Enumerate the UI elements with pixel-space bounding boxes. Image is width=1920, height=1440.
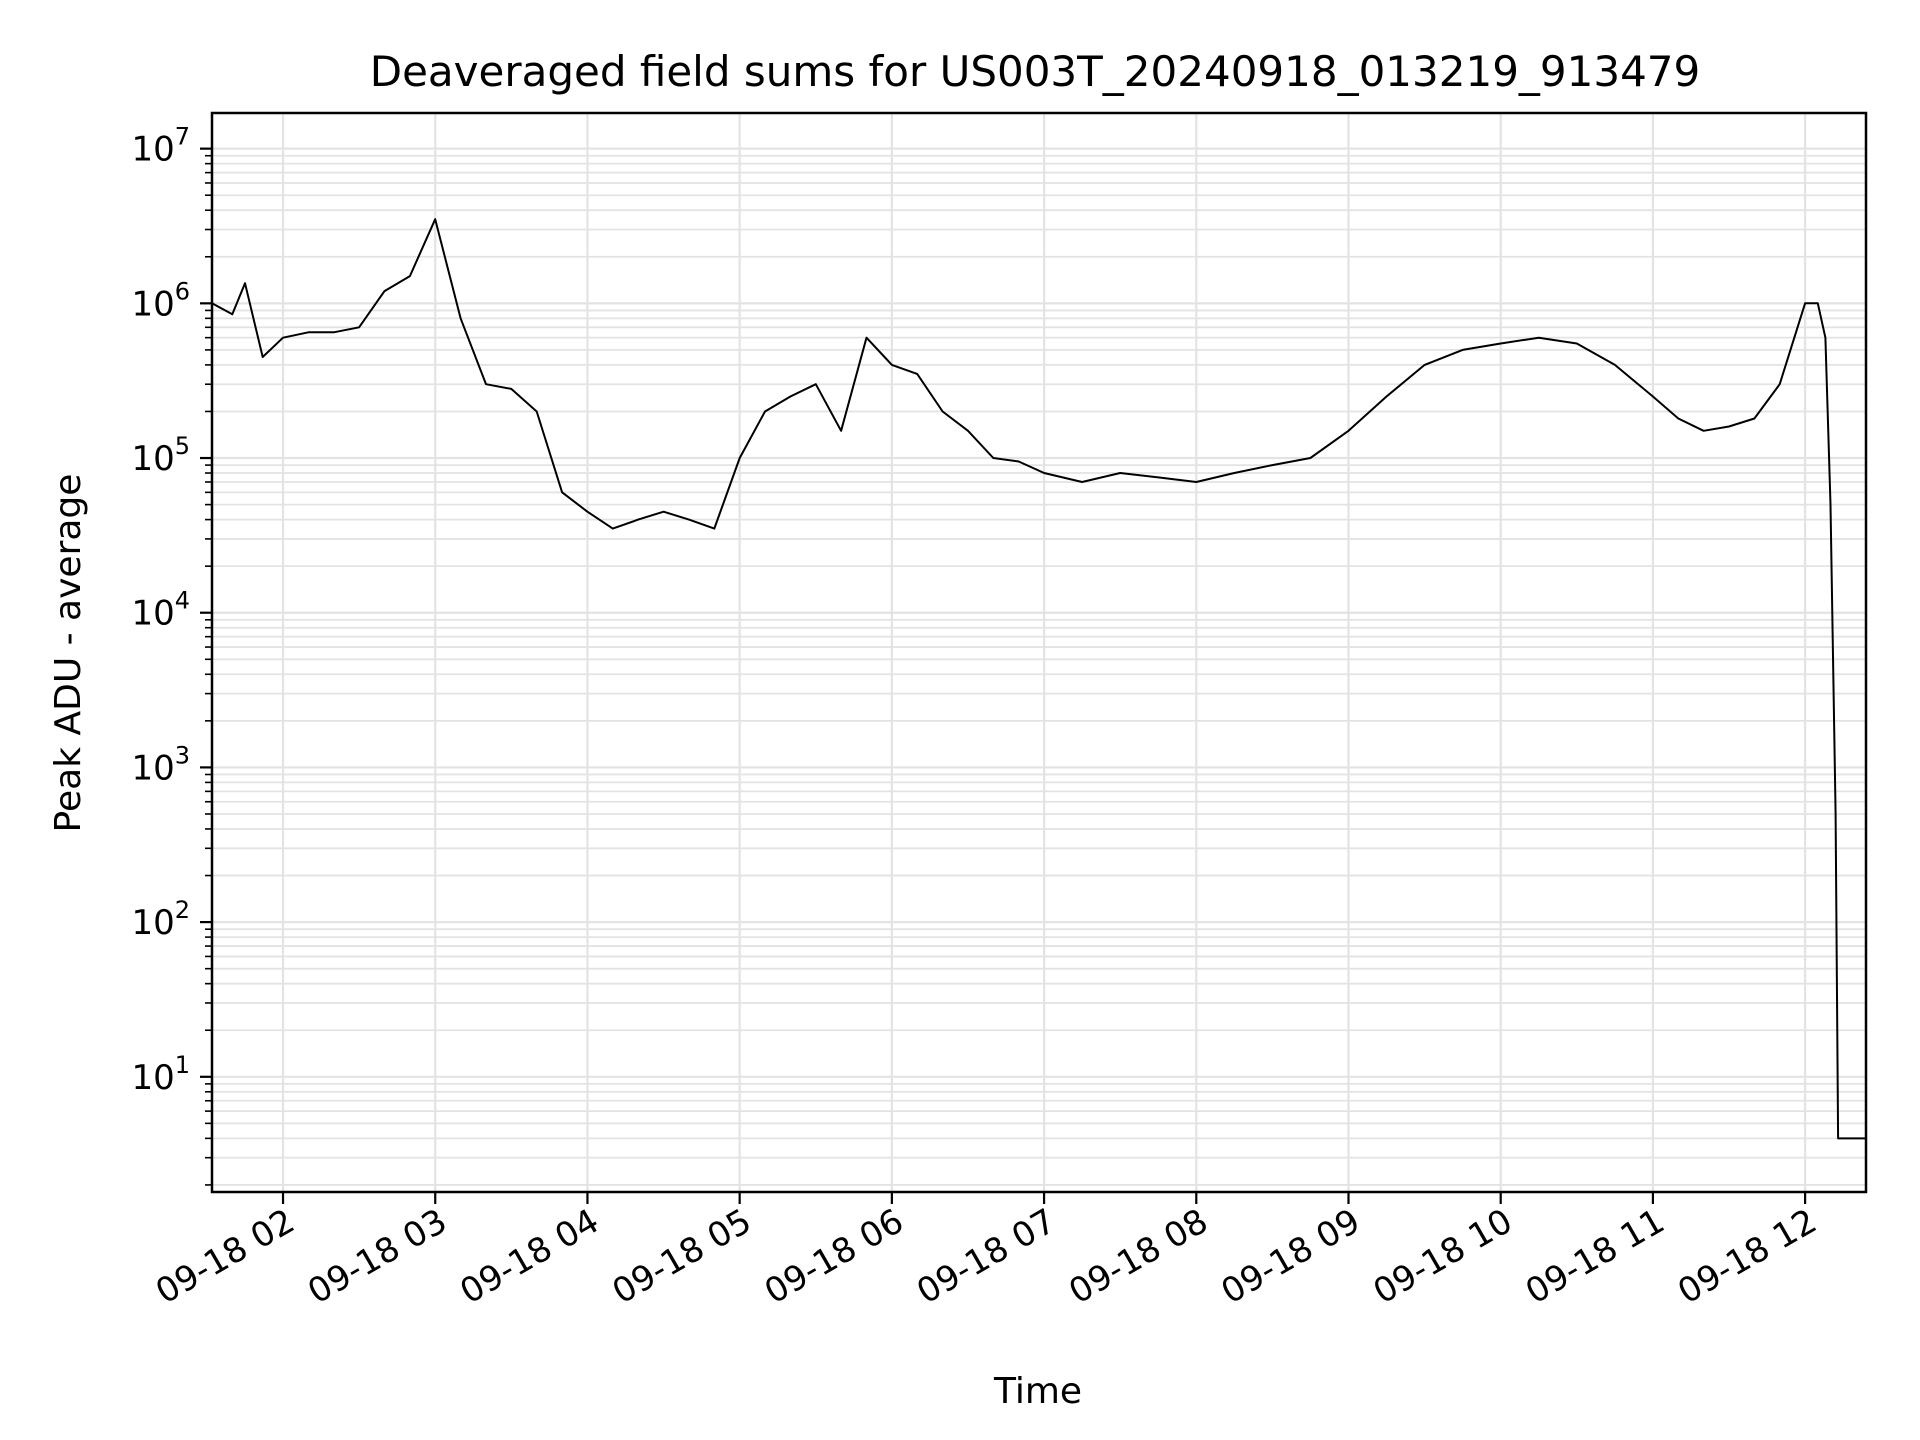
y-tick-label: 105 — [131, 432, 190, 479]
y-axis-label: Peak ADU - average — [48, 474, 89, 833]
y-tick-label: 107 — [131, 123, 190, 170]
y-tick-label: 102 — [131, 896, 190, 943]
y-tick-label: 101 — [131, 1051, 190, 1098]
y-tick-label: 104 — [131, 587, 190, 634]
plot-area — [211, 218, 1866, 1140]
y-tick-label: 106 — [131, 277, 190, 324]
chart-title: Deaveraged field sums for US003T_2024091… — [370, 47, 1701, 96]
y-tick-label: 103 — [131, 741, 190, 788]
x-axis-label: Time — [993, 1371, 1082, 1412]
plot-frame — [210, 111, 1868, 1194]
data-series-line — [211, 218, 1866, 1140]
grid — [212, 113, 1866, 1192]
